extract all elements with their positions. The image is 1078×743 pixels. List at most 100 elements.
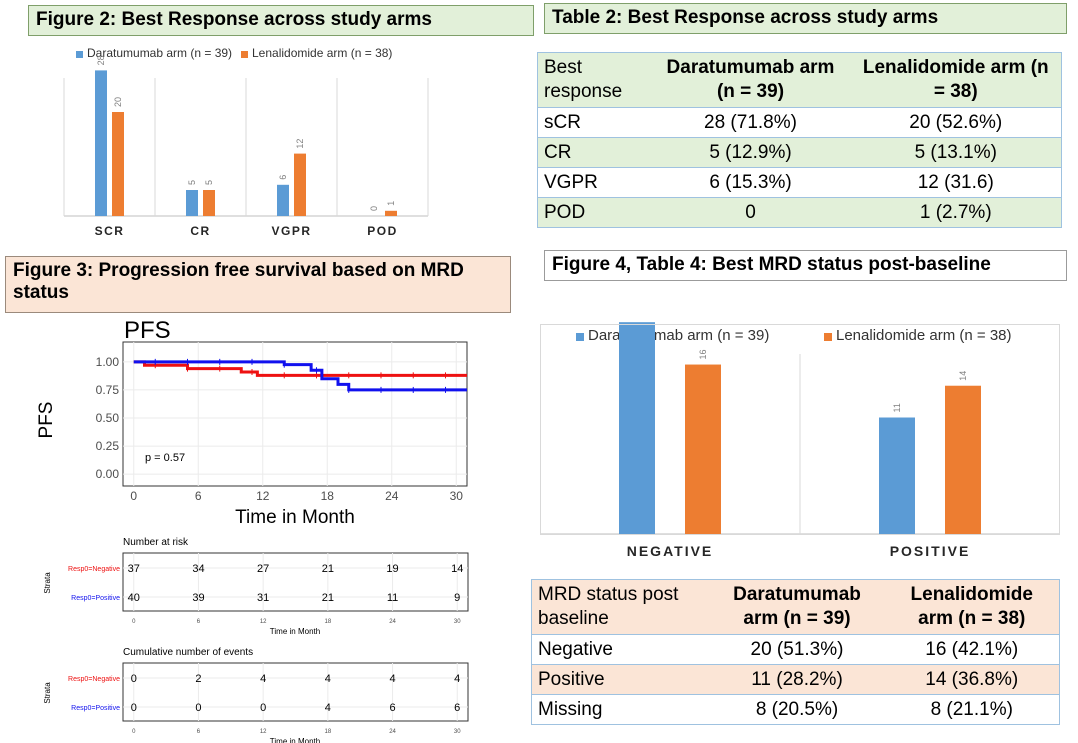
table-frame [122,552,469,612]
table-cell: 6 (15.3%) [650,167,851,198]
table2-header-cell: Daratumumab arm (n = 39) [650,52,851,108]
table2-title: Table 2: Best Response across study arms [544,3,1067,34]
table-cell: 16 (42.1%) [884,634,1060,665]
bar [95,70,107,217]
risk-count: 4 [325,702,331,714]
x-tick-label: 6 [197,729,201,735]
strata-label: Strata [43,682,52,704]
table-cell: 8 (21.1%) [884,694,1060,725]
legend-swatch [76,51,83,58]
table-cell: Negative [531,634,710,665]
x-axis-label: Time in Month [270,737,320,743]
data-label: 6 [278,175,288,180]
table-cell: 5 (13.1%) [850,137,1062,168]
legend-swatch [241,51,248,58]
risk-count: 27 [257,563,269,575]
risk-count: 2 [195,673,201,685]
table-row: sCR 28 (71.8%) 20 (52.6%) [537,107,1062,138]
data-label: 11 [892,403,902,412]
risk-count: 4 [454,673,460,685]
y-tick-label: 0.75 [96,383,120,397]
x-tick-label: 18 [321,489,335,503]
survival-curve [133,360,467,377]
legend-label: Daratumumab arm (n = 39) [87,46,232,60]
table4: MRD status post baseline Daratumumab arm… [531,579,1060,725]
category-label: POSITIVE [890,543,971,559]
table2: Best response Daratumumab arm (n = 39) L… [537,52,1062,228]
table-cell: 5 (12.9%) [650,137,851,168]
x-tick-label: 0 [132,729,136,735]
legend-label: Lenalidomide arm (n = 38) [836,327,1012,344]
risk-count: 4 [389,673,395,685]
fig4-title: Figure 4, Table 4: Best MRD status post-… [544,250,1067,281]
bar [277,184,289,216]
x-tick-label: 18 [325,729,332,735]
table-title: Cumulative number of events [123,647,253,658]
x-tick-label: 6 [195,489,202,503]
table-row: CR 5 (12.9%) 5 (13.1%) [537,137,1062,168]
risk-count: 6 [454,702,460,714]
x-tick-label: 30 [454,619,461,625]
table2-header-cell: Best response [537,52,651,108]
x-tick-label: 6 [197,619,201,625]
table-cell: POD [537,197,651,228]
risk-count: 6 [389,702,395,714]
data-label: 14 [958,371,968,381]
strata-row-label: Resp0=Negative [68,676,120,683]
risk-count: 0 [131,673,137,685]
category-label: NEGATIVE [627,543,714,559]
risk-count: 14 [451,563,463,575]
bar [385,210,397,216]
data-label: 12 [295,139,305,149]
risk-count: 4 [325,673,331,685]
risk-count: 34 [192,563,204,575]
y-tick-label: 0.25 [96,439,120,453]
risk-count: 21 [322,563,334,575]
x-tick-label: 24 [389,619,396,625]
chart-title: PFS [124,317,171,344]
bar [203,190,215,216]
y-tick-label: 0.00 [96,467,120,481]
data-label: 20 [113,97,123,107]
strata-label: Strata [43,572,52,594]
y-axis-label: PFS [36,402,57,439]
category-label: SCR [95,224,125,238]
risk-count: 4 [260,673,266,685]
fig2-bar-chart: Daratumumab arm (n = 39) Lenalidomide arm… [63,46,429,238]
table-cell: 20 (52.6%) [850,107,1062,138]
data-label: 28 [96,55,106,65]
table2-header-row: Best response Daratumumab arm (n = 39) L… [537,52,1062,108]
risk-count: 39 [192,592,204,604]
data-label: 1 [386,201,396,206]
x-tick-label: 30 [454,729,461,735]
table-cell: 11 (28.2%) [709,664,885,695]
strata-row-label: Resp0=Positive [71,705,120,712]
risk-count: 31 [257,592,269,604]
x-tick-label: 24 [389,729,396,735]
data-label: 16 [698,350,708,360]
x-tick-label: 18 [325,619,332,625]
data-label: 0 [369,206,379,211]
table-cell: 12 (31.6) [850,167,1062,198]
legend-swatch [824,333,832,341]
y-tick-label: 0.50 [96,411,120,425]
x-tick-label: 12 [260,729,267,735]
y-tick-label: 1.00 [96,355,120,369]
table-frame [122,662,469,722]
strata-row-label: Resp0=Negative [68,566,120,573]
bar [294,153,306,216]
fig3-title: Figure 3: Progression free survival base… [5,256,511,313]
risk-count: 21 [322,592,334,604]
table-row: POD 0 1 (2.7%) [537,197,1062,228]
x-axis-label: Time in Month [270,627,320,636]
p-value-annotation: p = 0.57 [145,452,185,464]
bar [879,417,915,534]
data-label: 5 [187,180,197,185]
fig4-bar-chart: Daratumumab arm (n = 39) Lenalidomide arm… [540,322,1060,559]
risk-count: 0 [131,702,137,714]
risk-count: 37 [128,563,140,575]
x-tick-label: 0 [130,489,137,503]
risk-count: 9 [454,592,460,604]
plot-frame [540,324,1060,535]
